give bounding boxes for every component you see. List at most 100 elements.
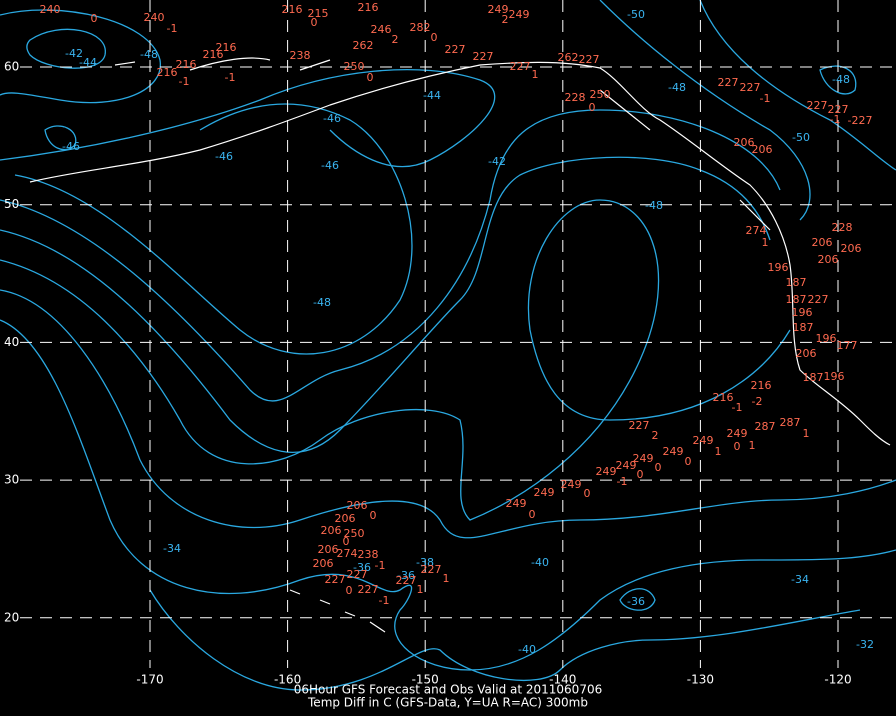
station-label: 250 (590, 88, 611, 101)
station-label: 227 (807, 99, 828, 112)
station-label: 249 (727, 427, 748, 440)
station-label: 206 (347, 499, 368, 512)
station-label: 206 (841, 242, 862, 255)
station-label: 206 (812, 236, 833, 249)
station-label: 227 (396, 574, 417, 587)
contour-line (699, 0, 896, 171)
lat-tick-label: 30 (4, 473, 19, 487)
contours (0, 0, 896, 691)
station-label: 227 (740, 81, 761, 94)
coastline (29, 61, 891, 446)
station-label: 227 (347, 568, 368, 581)
station-label: 187 (786, 276, 807, 289)
contour-line (599, 0, 811, 221)
station-label: 0 (529, 508, 536, 521)
station-label: 227 (629, 419, 650, 432)
station-label: 206 (335, 512, 356, 525)
station-label: 206 (313, 557, 334, 570)
contour-label: -38 (416, 556, 434, 569)
station-label: -1 (830, 113, 841, 126)
station-label: -1 (379, 594, 390, 607)
station-label: 0 (734, 440, 741, 453)
contour-label: -42 (65, 47, 83, 60)
contour-label: -32 (856, 638, 874, 651)
station-label: 246 (371, 23, 392, 36)
station-label: 249 (693, 434, 714, 447)
station-label: 274 (337, 547, 358, 560)
contour-label: -46 (215, 150, 233, 163)
contour-label: -48 (668, 81, 686, 94)
station-label: 216 (358, 1, 379, 14)
station-label: 216 (157, 66, 178, 79)
coastlines (29, 57, 891, 633)
station-label: 187 (786, 293, 807, 306)
station-label: 0 (589, 101, 596, 114)
station-label: 227 (358, 583, 379, 596)
station-label: -227 (848, 114, 873, 127)
station-label: -1 (375, 559, 386, 572)
station-label: 1 (762, 236, 769, 249)
station-label: 0 (431, 31, 438, 44)
station-label: -1 (225, 71, 236, 84)
station-label: 1 (443, 572, 450, 585)
station-label: 196 (816, 332, 837, 345)
contour-label: -48 (140, 48, 158, 61)
station-label: 187 (803, 371, 824, 384)
contour-label: -46 (321, 159, 339, 172)
station-label: 215 (308, 7, 329, 20)
station-label: 249 (561, 478, 582, 491)
station-label: 206 (818, 253, 839, 266)
station-label: 216 (751, 379, 772, 392)
station-label: 0 (584, 487, 591, 500)
station-label: 2 (502, 13, 509, 26)
lon-tick-label: -140 (549, 673, 576, 687)
station-label: 0 (370, 509, 377, 522)
contour-line (0, 156, 771, 454)
contour-label: -42 (488, 155, 506, 168)
lon-tick-label: -130 (687, 673, 714, 687)
contour-label: -40 (518, 643, 536, 656)
contour-line (149, 589, 861, 691)
contour-line (0, 68, 496, 168)
station-label: 227 (445, 43, 466, 56)
contour-label: -46 (62, 140, 80, 153)
station-label: 0 (685, 455, 692, 468)
station-label: 206 (752, 143, 773, 156)
lon-tick-label: -120 (824, 673, 851, 687)
contour-label: -44 (79, 56, 97, 69)
station-label: 249 (633, 452, 654, 465)
contour-line (819, 65, 857, 95)
station-label: 240 (144, 11, 165, 24)
station-label: 177 (837, 339, 858, 352)
station-label: 238 (290, 49, 311, 62)
station-label: 206 (796, 347, 817, 360)
station-label: 187 (793, 321, 814, 334)
station-label: 227 (473, 50, 494, 63)
station-label: 2 (652, 429, 659, 442)
station-label: 262 (558, 51, 579, 64)
contour-label: -36 (353, 561, 371, 574)
station-label: 0 (311, 16, 318, 29)
station-label: 227 (325, 573, 346, 586)
station-label: 287 (780, 416, 801, 429)
contour-label: -48 (645, 199, 663, 212)
coastline (114, 57, 771, 231)
station-label: 196 (768, 261, 789, 274)
station-label: 282 (410, 21, 431, 34)
contour-line (0, 319, 896, 671)
station-label: 249 (506, 497, 527, 510)
station-label: 216 (176, 58, 197, 71)
station-label: 0 (346, 584, 353, 597)
station-label: 287 (755, 420, 776, 433)
contour-line (0, 199, 791, 521)
contour-label: -44 (423, 89, 441, 102)
caption-line: Temp Diff in C (GFS-Data, Y=UA R=AC) 300… (307, 696, 588, 710)
contour-label: -46 (323, 112, 341, 125)
station-label: -1 (732, 401, 743, 414)
station-label: 228 (565, 91, 586, 104)
contour-label: -48 (832, 73, 850, 86)
station-label: 227 (828, 103, 849, 116)
